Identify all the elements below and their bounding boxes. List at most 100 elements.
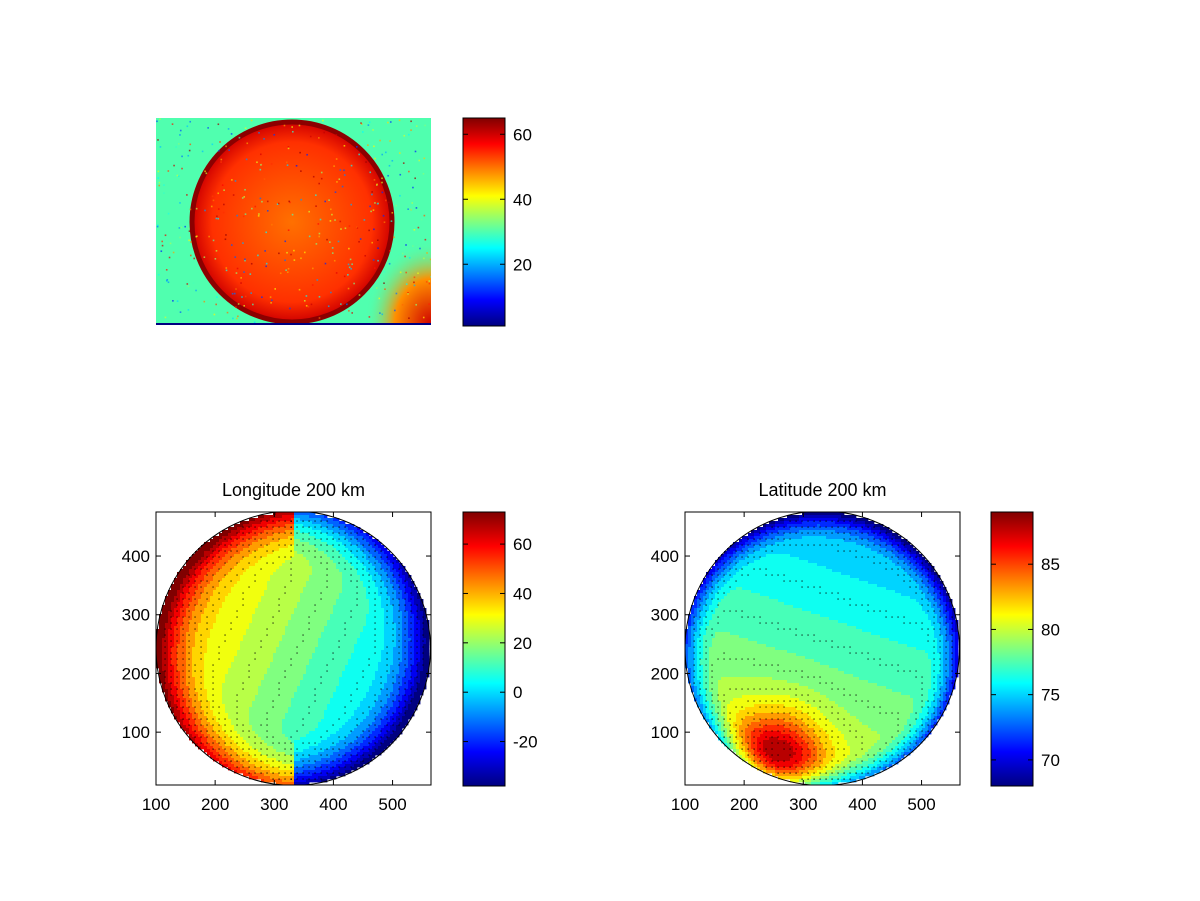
raw-noise-dot: [298, 124, 301, 127]
longitude-cell: [279, 608, 283, 612]
longitude-cell: [273, 581, 277, 585]
longitude-cell: [231, 596, 235, 600]
longitude-cell: [312, 626, 316, 630]
longitude-cell: [291, 779, 295, 783]
longitude-cell: [273, 656, 277, 660]
longitude-cell: [282, 545, 286, 549]
longitude-cell: [237, 536, 241, 540]
longitude-cell: [177, 635, 181, 639]
longitude-cell: [183, 617, 187, 621]
longitude-cell: [159, 644, 163, 648]
longitude-cell: [318, 689, 322, 693]
longitude-cell: [162, 659, 166, 663]
longitude-cell: [288, 608, 292, 612]
longitude-cell: [279, 572, 283, 576]
longitude-cell: [237, 752, 241, 756]
longitude-cell: [228, 698, 232, 702]
longitude-cell: [225, 578, 229, 582]
longitude-cell: [261, 770, 265, 774]
longitude-cell: [204, 704, 208, 708]
longitude-cell: [267, 746, 271, 750]
longitude-cell: [288, 599, 292, 603]
raw-noise-dot: [261, 296, 263, 298]
longitude-cell: [234, 590, 238, 594]
longitude-cell: [183, 680, 187, 684]
longitude-cell: [159, 614, 163, 618]
longitude-cell: [186, 665, 190, 669]
longitude-cell: [246, 530, 250, 534]
longitude-cell: [258, 740, 262, 744]
longitude-cell: [234, 533, 238, 537]
longitude-cell: [195, 686, 199, 690]
longitude-cell: [174, 602, 178, 606]
longitude-cell: [255, 719, 259, 723]
longitude-cell: [165, 638, 169, 642]
raw-noise-dot: [410, 129, 412, 131]
longitude-cell: [318, 530, 322, 534]
longitude-cell: [318, 590, 322, 594]
longitude-cell: [324, 635, 328, 639]
longitude-cell: [228, 683, 232, 687]
longitude-cell: [168, 638, 172, 642]
longitude-cell: [276, 719, 280, 723]
longitude-cell: [276, 737, 280, 741]
longitude-cell: [267, 761, 271, 765]
longitude-cell: [216, 743, 220, 747]
longitude-cell: [297, 719, 301, 723]
longitude-cell: [285, 518, 289, 522]
longitude-cell: [285, 512, 289, 516]
longitude-cell: [204, 689, 208, 693]
longitude-cell: [294, 755, 298, 759]
longitude-cell: [303, 656, 307, 660]
longitude-cell: [312, 668, 316, 672]
longitude-cell: [216, 563, 220, 567]
longitude-cell: [270, 620, 274, 624]
longitude-cell: [210, 662, 214, 666]
longitude-cell: [216, 650, 220, 654]
longitude-cell: [264, 635, 268, 639]
longitude-cell: [297, 533, 301, 537]
longitude-cell: [240, 632, 244, 636]
longitude-cell: [327, 743, 331, 747]
longitude-cell: [228, 626, 232, 630]
raw-noise-dot: [291, 213, 294, 216]
longitude-cell: [297, 743, 301, 747]
longitude-cell: [321, 608, 325, 612]
longitude-cell: [231, 542, 235, 546]
longitude-cell: [255, 713, 259, 717]
longitude-cell: [159, 662, 163, 666]
longitude-cell: [279, 530, 283, 534]
longitude-cell: [219, 752, 223, 756]
longitude-cell: [231, 683, 235, 687]
raw-noise-dot: [179, 202, 181, 204]
longitude-cell: [243, 542, 247, 546]
longitude-cell: [210, 686, 214, 690]
longitude-cell: [318, 719, 322, 723]
longitude-cell: [294, 653, 298, 657]
longitude-cell: [195, 716, 199, 720]
longitude-cell: [240, 668, 244, 672]
longitude-cell: [258, 518, 262, 522]
longitude-cell: [309, 677, 313, 681]
longitude-cell: [315, 731, 319, 735]
longitude-cell: [252, 551, 256, 555]
longitude-cell: [276, 626, 280, 630]
longitude-cell: [249, 671, 253, 675]
longitude-cell: [174, 704, 178, 708]
longitude-cell: [258, 515, 262, 519]
longitude-cell: [195, 641, 199, 645]
longitude-cell: [294, 770, 298, 774]
longitude-cell: [180, 674, 184, 678]
longitude-cell: [246, 575, 250, 579]
longitude-cell: [216, 653, 220, 657]
longitude-cell: [279, 695, 283, 699]
raw-noise-dot: [405, 271, 407, 274]
raw-noise-dot: [231, 179, 233, 181]
longitude-cell: [183, 587, 187, 591]
longitude-cell: [318, 680, 322, 684]
longitude-cell: [300, 533, 304, 537]
raw-noise-dot: [408, 170, 410, 173]
longitude-cell: [285, 755, 289, 759]
longitude-cell: [249, 632, 253, 636]
longitude-cell: [201, 716, 205, 720]
